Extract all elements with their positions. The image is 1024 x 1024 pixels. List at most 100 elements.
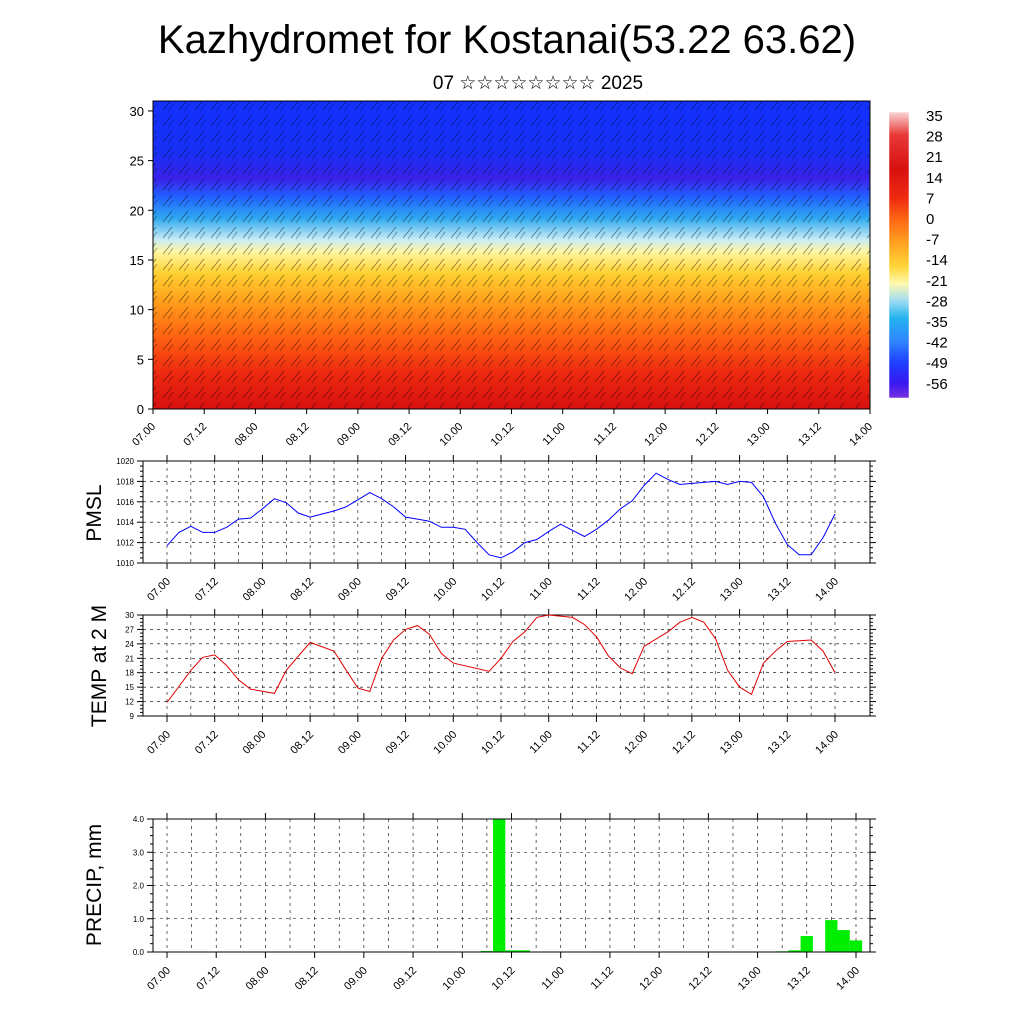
cross-section-x-axis: 07.00 07.12 08.00 08.12 09.00 09.12 10.00 10.12… (130, 409, 875, 449)
x-tick-label: 11.12 (592, 421, 619, 448)
x-tick-label: 13.12 (765, 576, 793, 604)
x-tick-label: 12.12 (670, 729, 698, 757)
y-tick-label: 5 (137, 352, 144, 367)
colorbar-label: 7 (926, 190, 934, 207)
x-tick-label: 11.00 (527, 576, 554, 603)
x-tick-label: 09.12 (384, 729, 412, 757)
colorbar-label: 14 (926, 170, 943, 187)
colorbar-scale (888, 111, 910, 399)
y-tick-label: 15 (125, 683, 134, 692)
x-tick-label: 11.12 (589, 965, 616, 992)
colorbar-label: -49 (926, 355, 948, 372)
x-tick-label: 12.12 (670, 576, 698, 604)
chart-subtitle: 07 ☆☆☆☆☆☆☆☆ 2025 (432, 73, 644, 94)
x-tick-label: 10.00 (440, 965, 468, 993)
x-tick-label: 07.00 (130, 421, 158, 449)
y-tick-label: 3.0 (133, 848, 145, 857)
colorbar-label: -28 (926, 293, 948, 310)
x-tick-label: 14.00 (847, 421, 875, 449)
x-tick-label: 07.12 (181, 421, 209, 449)
x-tick-label: 13.12 (785, 965, 813, 993)
y-tick-label: 9 (130, 712, 135, 721)
y-tick-label: 1014 (116, 518, 134, 527)
temp-series-line (166, 614, 836, 703)
y-tick-label: 1016 (116, 498, 134, 507)
x-tick-label: 10.00 (431, 729, 459, 757)
pmsl-axes: 1010 1012 1014 1016 1018 1020 07.00 07.12 08.00 0… (116, 455, 876, 604)
x-tick-label: 11.12 (575, 576, 602, 603)
temp-grid (143, 614, 870, 717)
chart-title: Kazhydromet for Kostanai(53.22 63.62) (157, 18, 857, 62)
x-tick-label: 09.12 (386, 421, 414, 449)
x-tick-label: 11.00 (540, 421, 567, 448)
x-tick-label: 14.00 (813, 576, 841, 604)
x-tick-label: 13.00 (718, 576, 746, 604)
x-tick-label: 08.12 (288, 729, 316, 757)
x-tick-label: 13.12 (796, 421, 824, 449)
x-tick-label: 12.00 (642, 421, 670, 449)
x-tick-label: 12.12 (694, 421, 722, 449)
y-tick-label: 1020 (116, 457, 134, 466)
x-tick-label: 14.00 (813, 729, 841, 757)
colorbar: 35 28 21 14 7 0 -7 -14 -21 -28 -35 -42 -49 -56 (888, 108, 948, 399)
y-tick-label: 0.0 (133, 948, 145, 957)
x-tick-label: 13.00 (745, 421, 773, 449)
y-tick-label: 30 (125, 611, 134, 620)
cross-section-panel: 0 5 10 15 20 25 30 07.00 07.12 08.00 08.12 09.00 09… (130, 100, 875, 449)
y-tick-label: 27 (125, 625, 134, 634)
x-tick-label: 08.12 (293, 965, 321, 993)
x-tick-label: 07.12 (193, 729, 221, 757)
x-tick-label: 10.00 (437, 421, 465, 449)
y-tick-label: 1018 (116, 477, 134, 486)
precip-bar (493, 819, 506, 952)
x-tick-label: 08.12 (288, 576, 316, 604)
colorbar-label: -14 (926, 252, 948, 269)
x-tick-label: 14.00 (834, 965, 862, 993)
x-tick-label: 09.00 (335, 421, 363, 449)
x-tick-label: 12.00 (637, 965, 665, 993)
pmsl-panel: 1010 1012 1014 1016 1018 1020 07.00 07.12 08.00 0… (83, 455, 876, 604)
colorbar-label: -56 (926, 376, 948, 393)
precip-panel: 0.0 1.0 2.0 3.0 4.0 07.00 07.12 08.00 08.12 09.00… (83, 813, 876, 993)
x-tick-label: 12.00 (622, 729, 650, 757)
temp-panel: 9 12 15 18 21 24 27 30 07.00 07.12 08.00 08.12 09.00… (88, 605, 876, 757)
y-tick-label: 25 (130, 154, 144, 169)
x-tick-label: 10.12 (479, 729, 507, 757)
colorbar-label: -7 (926, 232, 939, 249)
colorbar-label: -21 (926, 273, 948, 290)
x-tick-label: 08.00 (244, 965, 272, 993)
y-tick-label: 0 (137, 402, 144, 417)
x-tick-label: 13.00 (718, 729, 746, 757)
wind-vectors-overlay (153, 101, 870, 409)
y-tick-label: 4.0 (133, 815, 145, 824)
x-tick-label: 09.00 (336, 729, 364, 757)
y-tick-label: 1010 (116, 559, 134, 568)
x-tick-label: 11.00 (539, 965, 566, 992)
x-tick-label: 07.12 (194, 965, 222, 993)
precip-bar (505, 950, 518, 952)
panel-frame (142, 460, 871, 564)
y-tick-label: 2.0 (133, 882, 145, 891)
panel-frame (142, 614, 871, 717)
precip-bar (800, 936, 813, 952)
precip-bar (788, 950, 801, 952)
colorbar-label: -42 (926, 335, 948, 352)
x-tick-label: 12.00 (622, 576, 650, 604)
x-tick-label: 09.00 (336, 576, 364, 604)
x-tick-label: 10.12 (479, 576, 507, 604)
y-tick-label: 20 (130, 203, 144, 218)
y-tick-label: 30 (130, 104, 144, 119)
x-tick-label: 10.00 (431, 576, 459, 604)
colorbar-label: 28 (926, 129, 943, 146)
x-tick-label: 09.00 (342, 965, 370, 993)
x-tick-label: 10.12 (489, 421, 517, 449)
x-tick-label: 08.12 (284, 421, 312, 449)
pmsl-axis-label: PMSL (83, 484, 106, 541)
y-tick-label: 10 (130, 303, 144, 318)
precip-bar (849, 940, 863, 952)
x-tick-label: 11.12 (575, 729, 602, 756)
y-tick-label: 1.0 (133, 915, 145, 924)
x-tick-label: 08.00 (233, 421, 261, 449)
precip-grid (153, 818, 870, 953)
